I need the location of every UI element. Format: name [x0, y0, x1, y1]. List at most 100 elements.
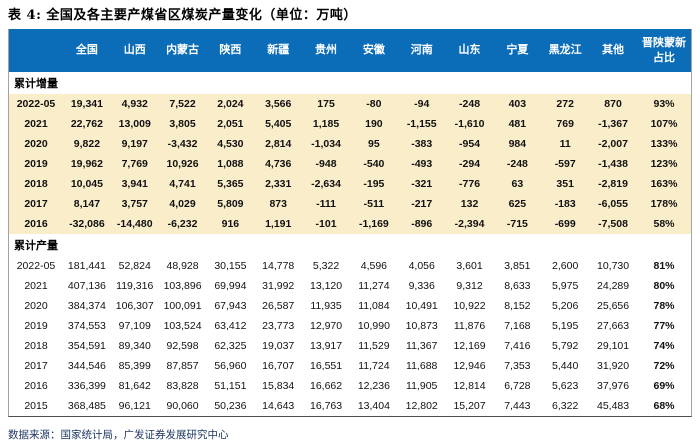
value-cell: 31,920 [589, 356, 637, 376]
value-cell: -217 [397, 194, 446, 214]
table-row: 2016 -32,086 -14,480 -6,232 916 1,191 -101 -1,1… [9, 214, 691, 234]
value-cell: -14,480 [110, 214, 159, 234]
value-cell: 344,546 [63, 356, 111, 376]
value-cell: -1,169 [349, 214, 398, 234]
value-cell: 4,596 [349, 256, 398, 276]
value-cell: -248 [493, 154, 542, 174]
value-cell: 407,136 [63, 276, 111, 296]
value-cell: 3,601 [445, 256, 494, 276]
column-header-11: 黑龙江 [541, 29, 590, 72]
period-cell: 2016 [9, 376, 63, 396]
ratio-cell: 74% [637, 336, 691, 356]
value-cell: 13,917 [302, 336, 350, 356]
value-cell: 1,191 [254, 214, 303, 234]
value-cell: 85,399 [110, 356, 159, 376]
period-cell: 2018 [9, 174, 63, 194]
value-cell: 9,197 [110, 134, 159, 154]
table-row: 2021 22,762 13,009 3,805 2,051 5,405 1,185 190-… [9, 114, 691, 134]
period-cell: 2021 [9, 114, 63, 134]
table-body: 累计增量 2022-05 19,341 4,932 7,522 2,024 3,566 175… [9, 72, 691, 416]
value-cell: 4,056 [397, 256, 446, 276]
coal-production-table: 全国 山西 内蒙古 陕西 新疆 贵州 安徽 河南 山东 宁夏 黑龙江 其他 晋陕蒙新 占比 累计增量 202… [8, 29, 692, 417]
value-cell: -321 [397, 174, 446, 194]
value-cell: 6,728 [493, 376, 542, 396]
section-label: 累计增量 [9, 72, 691, 94]
table-title: 表 4: 全国及各主要产煤省区煤炭产量变化（单位：万吨） [8, 8, 357, 23]
value-cell: 19,341 [63, 94, 111, 114]
column-header-4: 陕西 [206, 29, 255, 72]
value-cell: 10,926 [158, 154, 207, 174]
value-cell: 13,120 [302, 276, 350, 296]
value-cell: 30,155 [206, 256, 255, 276]
ratio-cell: 163% [637, 174, 691, 194]
value-cell: 24,289 [589, 276, 637, 296]
ratio-cell: 81% [637, 256, 691, 276]
value-cell: 4,736 [254, 154, 303, 174]
value-cell: 11,724 [349, 356, 398, 376]
value-cell: 7,522 [158, 94, 207, 114]
value-cell: 10,730 [589, 256, 637, 276]
value-cell: -597 [541, 154, 590, 174]
value-cell: -1,034 [302, 134, 350, 154]
value-cell: 175 [302, 94, 350, 114]
value-cell: 16,763 [302, 396, 350, 416]
value-cell: 4,932 [110, 94, 159, 114]
table-row: 2018 354,591 89,340 92,598 62,325 19,037 13,91… [9, 336, 691, 356]
value-cell: -195 [349, 174, 398, 194]
ratio-cell: 78% [637, 296, 691, 316]
column-header-9: 山东 [445, 29, 494, 72]
ratio-cell: 133% [637, 134, 691, 154]
value-cell: 8,633 [493, 276, 542, 296]
value-cell: 870 [589, 94, 637, 114]
value-cell: 181,441 [63, 256, 111, 276]
value-cell: 5,365 [206, 174, 255, 194]
value-cell: 368,485 [63, 396, 111, 416]
value-cell: 11 [541, 134, 590, 154]
value-cell: 2,600 [541, 256, 590, 276]
value-cell: 4,029 [158, 194, 207, 214]
value-cell: -80 [349, 94, 398, 114]
corner-cell [9, 29, 63, 72]
value-cell: 2,024 [206, 94, 255, 114]
value-cell: 916 [206, 214, 255, 234]
value-cell: 984 [493, 134, 542, 154]
value-cell: -954 [445, 134, 494, 154]
value-cell: 52,824 [110, 256, 159, 276]
value-cell: -6,232 [158, 214, 207, 234]
value-cell: 2,814 [254, 134, 303, 154]
value-cell: 87,857 [158, 356, 207, 376]
table-row: 2022-05 181,441 52,824 48,928 30,155 14,778 5,… [9, 256, 691, 276]
period-cell: 2016 [9, 214, 63, 234]
value-cell: 9,822 [63, 134, 111, 154]
ratio-cell: 77% [637, 316, 691, 336]
value-cell: 11,084 [349, 296, 398, 316]
value-cell: -3,432 [158, 134, 207, 154]
value-cell: 51,151 [206, 376, 255, 396]
value-cell: -294 [445, 154, 494, 174]
ratio-header-line1: 晋陕蒙新 [642, 36, 686, 49]
value-cell: 67,943 [206, 296, 255, 316]
value-cell: 11,905 [397, 376, 446, 396]
value-cell: 11,876 [445, 316, 494, 336]
ratio-cell: 107% [637, 114, 691, 134]
value-cell: -948 [302, 154, 350, 174]
period-cell: 2019 [9, 316, 63, 336]
value-cell: 9,336 [397, 276, 446, 296]
value-cell: 1,088 [206, 154, 255, 174]
value-cell: -2,634 [302, 174, 350, 194]
period-cell: 2022-05 [9, 94, 63, 114]
value-cell: 23,773 [254, 316, 303, 336]
value-cell: -715 [493, 214, 542, 234]
section-label-row: 累计产量 [9, 234, 691, 256]
table-row: 2017 8,147 3,757 4,029 5,809 873 -111 -511 -217 1… [9, 194, 691, 214]
value-cell: -2,007 [589, 134, 637, 154]
table-row: 2018 10,045 3,941 4,741 5,365 2,331 -2,634 -195… [9, 174, 691, 194]
value-cell: 4,530 [206, 134, 255, 154]
column-header-8: 河南 [397, 29, 446, 72]
value-cell: 132 [445, 194, 494, 214]
value-cell: 63,412 [206, 316, 255, 336]
table-row: 2017 344,546 85,399 87,857 56,960 16,707 16,55… [9, 356, 691, 376]
value-cell: 103,896 [158, 276, 207, 296]
period-cell: 2015 [9, 396, 63, 416]
value-cell: -1,610 [445, 114, 494, 134]
